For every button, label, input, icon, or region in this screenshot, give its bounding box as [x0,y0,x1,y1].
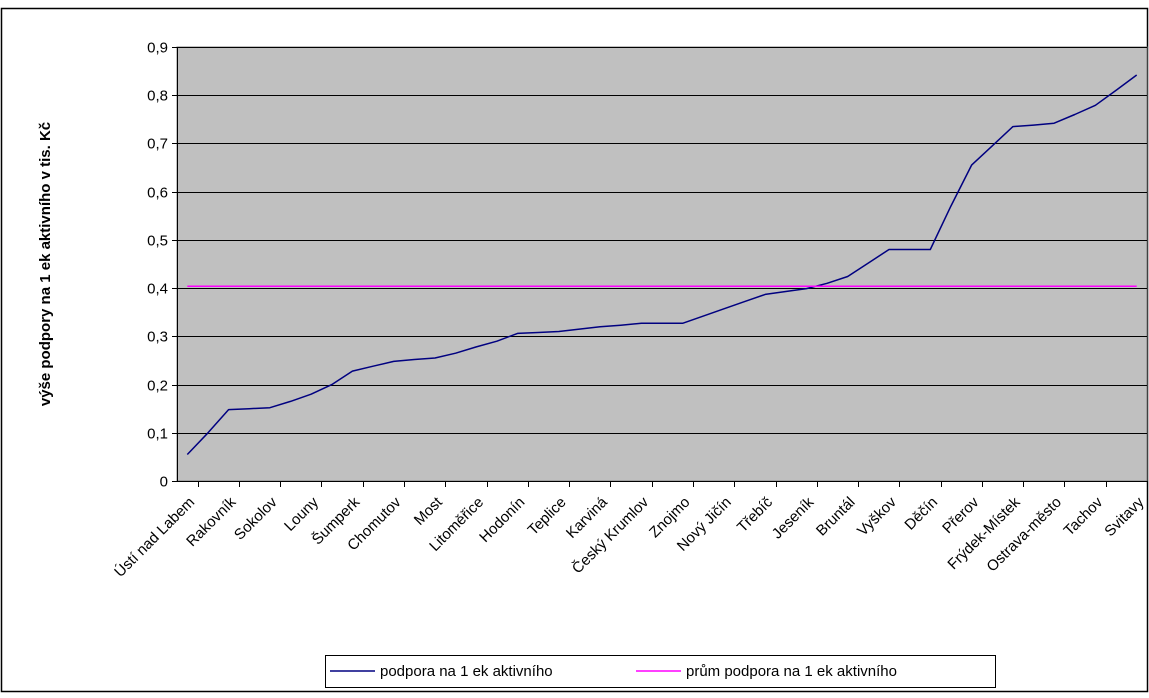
y-tick-label: 0,4 [147,281,168,298]
series-lines [186,74,1138,456]
plot-area [176,46,1148,482]
axes [172,47,1148,487]
legend: podpora na 1 ek aktivního prům podpora n… [325,655,996,688]
y-tick-label: 0,7 [147,136,168,153]
y-tick-label: 0,5 [147,233,168,250]
y-tick-label: 0,1 [147,426,168,443]
series-line-support [186,74,1138,456]
y-axis-label: výše podpory na 1 ek aktivního v tis. Kč [37,122,54,406]
legend-label-support: podpora na 1 ek aktivního [380,663,553,680]
y-tick-label: 0,6 [147,185,168,202]
gridlines [177,47,1147,434]
y-tick-label: 0 [160,474,168,491]
y-tick-label: 0,2 [147,378,168,395]
y-tick-labels: 0 0,1 0,2 0,3 0,4 0,5 0,6 0,7 0,8 0,9 [147,40,168,491]
y-tick-label: 0,8 [147,88,168,105]
legend-label-average: prům podpora na 1 ek aktivního [686,663,897,680]
y-tick-label: 0,3 [147,329,168,346]
y-tick-label: 0,9 [147,40,168,57]
